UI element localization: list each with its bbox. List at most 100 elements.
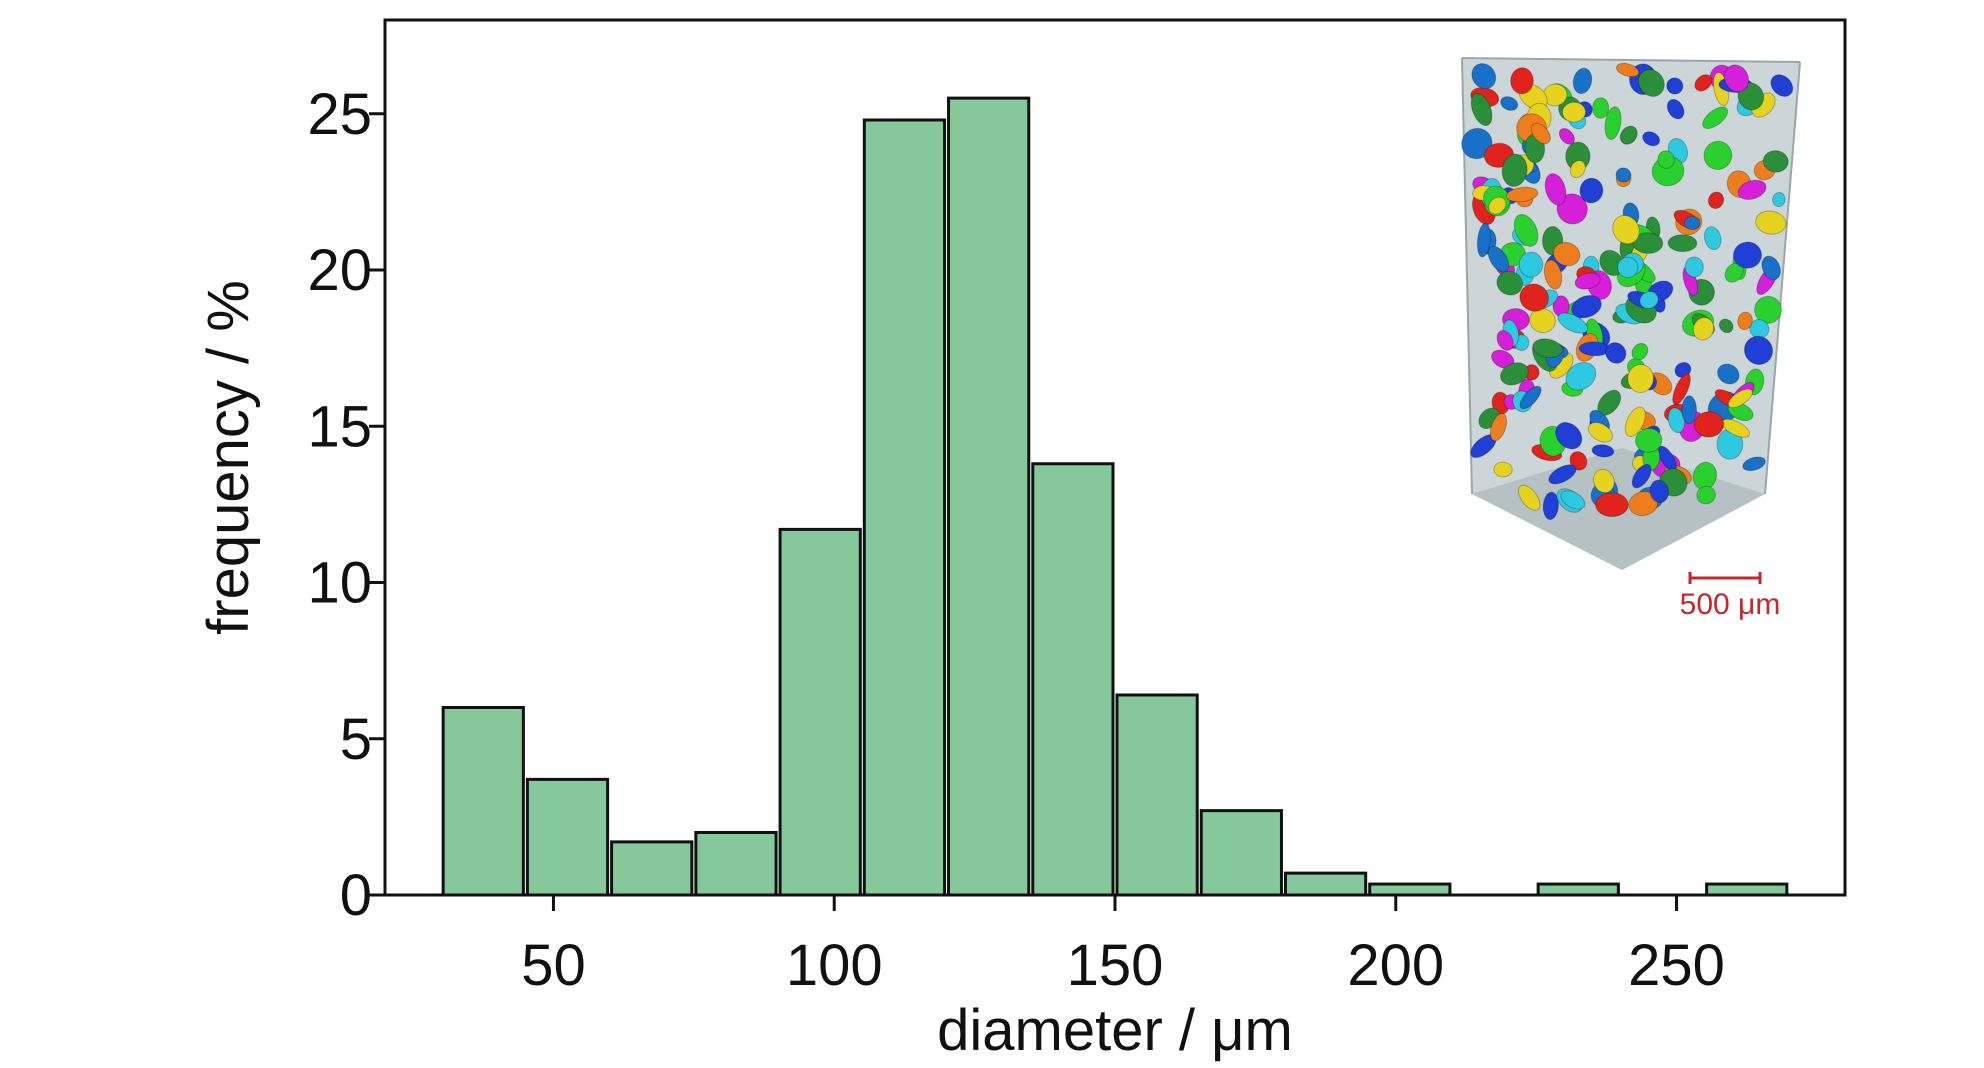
particle <box>1743 335 1774 365</box>
x-tick-label: 150 <box>1067 933 1164 998</box>
inset-box-edge <box>1461 57 1473 495</box>
particle <box>1717 363 1740 385</box>
y-tick-label: 20 <box>307 238 372 303</box>
particle <box>1496 270 1524 296</box>
bar-10 <box>1283 871 1368 897</box>
particle <box>1518 251 1544 278</box>
bar-5 <box>862 118 947 897</box>
particle <box>1605 342 1627 364</box>
particle <box>1489 413 1508 442</box>
particle <box>1493 461 1513 478</box>
particle <box>1574 272 1601 290</box>
particle <box>1657 150 1675 169</box>
particle <box>1639 290 1659 310</box>
particle <box>1732 241 1762 269</box>
particle <box>1627 363 1654 393</box>
particle <box>1572 67 1593 95</box>
particle <box>1761 255 1781 281</box>
bar-13 <box>1705 882 1789 897</box>
ticks-layer: 50 100 150 200 250 0 5 10 15 20 25 <box>307 82 1724 998</box>
particle <box>1696 485 1716 505</box>
x-axis-title: diameter / μm <box>937 998 1293 1063</box>
particle <box>1742 456 1766 472</box>
particle <box>1617 256 1639 279</box>
particle <box>1642 131 1661 147</box>
particle <box>1552 241 1581 267</box>
particle <box>1591 444 1615 458</box>
particle <box>1631 463 1652 489</box>
particle <box>1501 153 1528 188</box>
y-tick-label: 15 <box>307 394 372 459</box>
particle <box>1519 385 1542 410</box>
particle <box>1470 92 1493 127</box>
particle <box>1702 106 1729 129</box>
particle <box>1487 245 1510 273</box>
bar-11 <box>1368 882 1452 897</box>
particle <box>1770 74 1794 97</box>
x-tick-label: 100 <box>786 933 883 998</box>
y-tick-label: 25 <box>307 82 372 147</box>
particle <box>1727 388 1753 409</box>
bar-4 <box>778 527 862 897</box>
x-tick-label: 200 <box>1347 933 1444 998</box>
particle <box>1635 427 1663 453</box>
plot-frame <box>383 18 1847 897</box>
particle <box>1683 215 1701 230</box>
inset-scale-bar-label: 500 μm <box>1680 588 1781 621</box>
particle <box>1571 295 1602 319</box>
particle <box>1569 451 1588 471</box>
x-tick-label: 250 <box>1628 933 1725 998</box>
particle <box>1619 125 1638 145</box>
particle <box>1555 422 1583 450</box>
particle <box>1681 395 1697 425</box>
particle <box>1703 226 1722 251</box>
bar-2 <box>610 840 694 897</box>
particle <box>1703 140 1733 170</box>
y-tick-label: 5 <box>340 707 372 772</box>
particle <box>1599 249 1625 277</box>
particle <box>1587 421 1614 443</box>
particle <box>1532 338 1563 359</box>
particle <box>1694 74 1713 92</box>
particle <box>1666 98 1685 120</box>
particle <box>1631 342 1649 361</box>
particle <box>1529 308 1556 334</box>
particle <box>1737 311 1753 331</box>
bar-7 <box>1031 462 1115 897</box>
bar-0 <box>441 706 525 897</box>
particle-3d-inset: 500 μm <box>1461 57 1801 621</box>
y-tick-label: 0 <box>340 863 372 928</box>
particle <box>1530 122 1551 145</box>
particle <box>1513 213 1539 247</box>
particles <box>1461 62 1794 521</box>
particle <box>1684 256 1704 278</box>
bar-3 <box>694 831 778 897</box>
particle <box>1592 97 1610 119</box>
particle <box>1592 468 1615 494</box>
particle <box>1667 234 1698 253</box>
particle <box>1548 464 1577 485</box>
particle <box>1637 68 1665 97</box>
particle <box>1500 362 1529 386</box>
bar-1 <box>525 777 610 897</box>
particle <box>1476 222 1491 258</box>
particle <box>1632 232 1664 254</box>
particle <box>1624 406 1646 438</box>
particle <box>1557 312 1589 334</box>
particle <box>1560 490 1586 510</box>
particle <box>1612 214 1640 245</box>
particle <box>1544 173 1567 206</box>
x-tick-label: 50 <box>521 933 586 998</box>
particle <box>1649 479 1669 503</box>
particle <box>1488 196 1507 215</box>
particle <box>1604 106 1622 141</box>
y-axis-title: frequency / % <box>196 280 261 635</box>
particle <box>1496 330 1514 351</box>
particle <box>1755 210 1787 235</box>
bar-8 <box>1115 693 1199 897</box>
particle <box>1615 62 1640 78</box>
particle <box>1542 491 1559 521</box>
particle <box>1561 101 1587 123</box>
particle <box>1543 259 1563 290</box>
particle <box>1737 179 1767 200</box>
